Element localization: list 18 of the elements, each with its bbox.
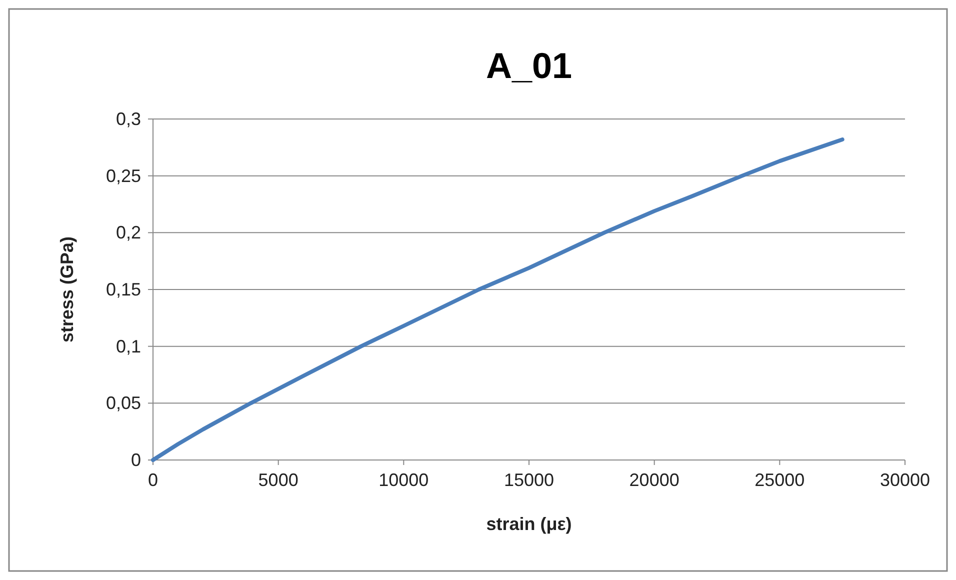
y-tick-label: 0,15 <box>106 280 141 300</box>
y-tick-label: 0,1 <box>116 336 141 356</box>
x-tick-label: 20000 <box>629 470 680 490</box>
y-tick-label: 0,3 <box>116 109 141 129</box>
y-tick-label: 0,25 <box>106 166 141 186</box>
y-tick-label: 0,05 <box>106 393 141 414</box>
y-tick-label: 0,2 <box>116 222 141 243</box>
x-tick-label: 15000 <box>504 470 554 490</box>
x-tick-label: 25000 <box>754 470 805 490</box>
x-tick-label: 10000 <box>378 470 429 490</box>
x-tick-label: 30000 <box>880 470 930 490</box>
chart-title: A_01 <box>486 45 572 86</box>
y-axis-title: stress (GPa) <box>57 236 77 343</box>
line-series <box>151 137 844 462</box>
x-tick-label: 5000 <box>258 470 298 490</box>
y-tick-label: 0 <box>130 450 141 470</box>
x-tick-label: 0 <box>148 470 158 490</box>
x-axis-title: strain (με) <box>486 514 572 534</box>
